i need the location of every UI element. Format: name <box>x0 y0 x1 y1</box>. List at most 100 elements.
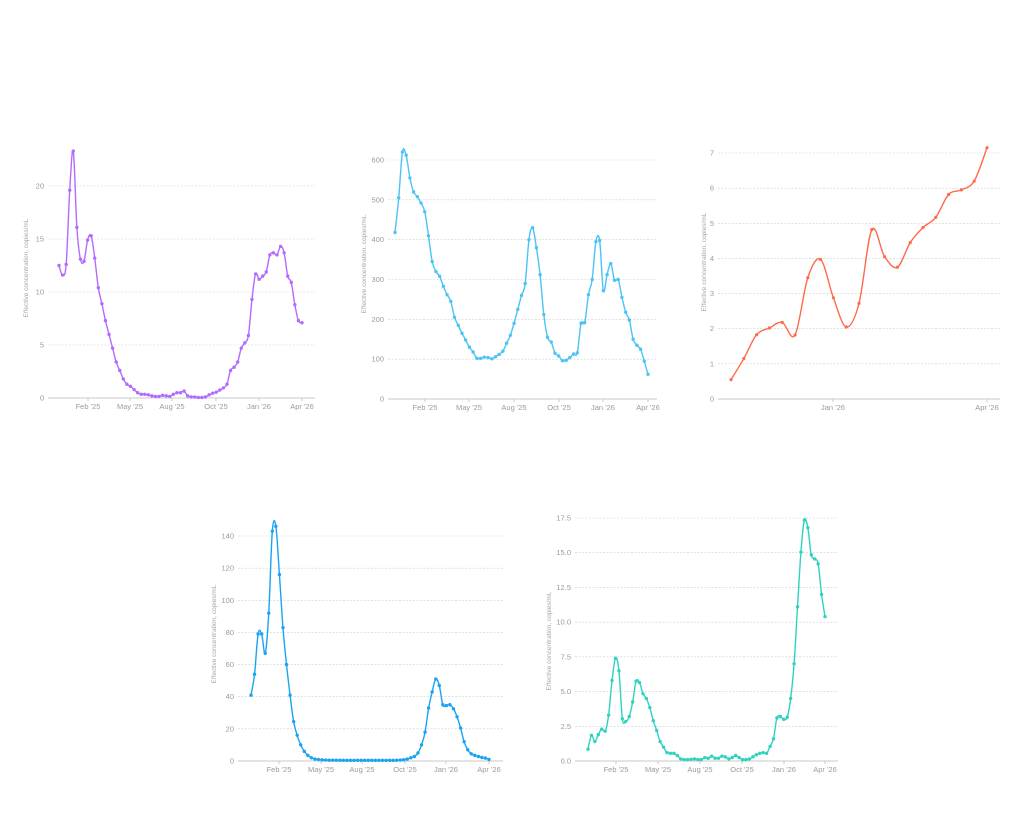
data-point[interactable] <box>253 272 258 276</box>
data-point[interactable] <box>405 757 409 761</box>
data-point[interactable] <box>250 297 254 302</box>
data-point[interactable] <box>530 226 535 230</box>
data-point[interactable] <box>616 277 620 282</box>
data-point[interactable] <box>672 751 676 756</box>
data-point[interactable] <box>125 382 129 386</box>
data-point[interactable] <box>68 188 72 192</box>
data-point[interactable] <box>75 225 79 230</box>
data-point[interactable] <box>150 394 154 398</box>
data-point[interactable] <box>380 758 385 763</box>
data-point[interactable] <box>185 394 190 398</box>
data-point[interactable] <box>737 755 741 760</box>
data-point[interactable] <box>278 244 283 249</box>
data-point[interactable] <box>819 592 824 597</box>
data-point[interactable] <box>689 757 693 762</box>
data-point[interactable] <box>288 693 292 697</box>
data-point[interactable] <box>642 359 646 363</box>
data-point[interactable] <box>947 192 951 197</box>
data-point[interactable] <box>334 758 338 762</box>
data-point[interactable] <box>408 176 412 180</box>
data-point[interactable] <box>675 753 679 758</box>
data-point[interactable] <box>605 273 609 277</box>
data-point[interactable] <box>445 292 449 297</box>
data-point[interactable] <box>501 349 505 353</box>
data-point[interactable] <box>767 326 772 330</box>
data-point[interactable] <box>921 225 925 230</box>
data-point[interactable] <box>289 280 293 285</box>
data-point[interactable] <box>437 683 441 688</box>
data-point[interactable] <box>699 757 704 762</box>
data-point[interactable] <box>448 703 452 707</box>
data-point[interactable] <box>306 753 310 758</box>
data-point[interactable] <box>819 257 823 262</box>
data-point[interactable] <box>793 333 797 337</box>
data-point[interactable] <box>397 196 401 200</box>
data-point[interactable] <box>128 384 133 389</box>
data-point[interactable] <box>782 717 786 722</box>
data-point[interactable] <box>623 310 628 314</box>
data-point[interactable] <box>600 727 604 731</box>
data-point[interactable] <box>400 150 405 154</box>
data-point[interactable] <box>366 758 370 763</box>
data-point[interactable] <box>603 729 607 733</box>
data-point[interactable] <box>393 230 397 235</box>
data-point[interactable] <box>553 351 557 355</box>
data-point[interactable] <box>327 758 331 762</box>
data-point[interactable] <box>345 758 349 763</box>
data-point[interactable] <box>309 756 314 760</box>
data-point[interactable] <box>221 386 226 390</box>
data-point[interactable] <box>610 678 614 683</box>
data-point[interactable] <box>504 341 509 345</box>
data-point[interactable] <box>110 346 115 350</box>
data-point[interactable] <box>516 307 520 312</box>
data-point[interactable] <box>682 757 686 762</box>
data-point[interactable] <box>799 550 803 554</box>
data-point[interactable] <box>465 748 470 752</box>
data-point[interactable] <box>270 529 275 533</box>
data-point[interactable] <box>740 757 745 762</box>
data-point[interactable] <box>785 715 789 719</box>
data-point[interactable] <box>545 335 550 339</box>
data-point[interactable] <box>761 750 765 755</box>
data-point[interactable] <box>575 351 580 355</box>
data-point[interactable] <box>437 274 442 279</box>
data-point[interactable] <box>806 276 810 280</box>
data-point[interactable] <box>271 251 276 255</box>
data-point[interactable] <box>293 303 297 307</box>
data-point[interactable] <box>415 194 420 199</box>
data-point[interactable] <box>323 758 328 762</box>
data-point[interactable] <box>394 758 399 762</box>
data-point[interactable] <box>560 359 565 363</box>
data-point[interactable] <box>482 355 486 359</box>
data-point[interactable] <box>729 378 733 382</box>
data-point[interactable] <box>135 391 140 395</box>
data-point[interactable] <box>579 321 583 326</box>
data-point[interactable] <box>589 733 594 738</box>
data-point[interactable] <box>795 605 800 609</box>
data-point[interactable] <box>300 321 304 325</box>
data-point[interactable] <box>870 228 874 232</box>
data-point[interactable] <box>275 253 279 257</box>
data-point[interactable] <box>452 315 457 320</box>
data-point[interactable] <box>542 312 546 317</box>
data-point[interactable] <box>352 758 356 763</box>
data-point[interactable] <box>809 553 813 557</box>
data-point[interactable] <box>483 756 488 760</box>
data-point[interactable] <box>228 368 233 373</box>
data-point[interactable] <box>302 749 306 754</box>
data-point[interactable] <box>480 755 484 760</box>
data-point[interactable] <box>720 754 724 758</box>
data-point[interactable] <box>627 714 631 719</box>
data-point[interactable] <box>430 690 434 694</box>
data-point[interactable] <box>706 756 710 760</box>
data-point[interactable] <box>467 345 472 349</box>
data-point[interactable] <box>747 757 752 761</box>
data-point[interactable] <box>313 757 317 761</box>
data-point[interactable] <box>200 395 204 400</box>
data-point[interactable] <box>214 390 218 394</box>
data-point[interactable] <box>637 680 642 685</box>
data-point[interactable] <box>692 757 697 761</box>
data-point[interactable] <box>419 743 424 747</box>
data-point[interactable] <box>463 338 468 342</box>
data-point[interactable] <box>71 149 75 153</box>
